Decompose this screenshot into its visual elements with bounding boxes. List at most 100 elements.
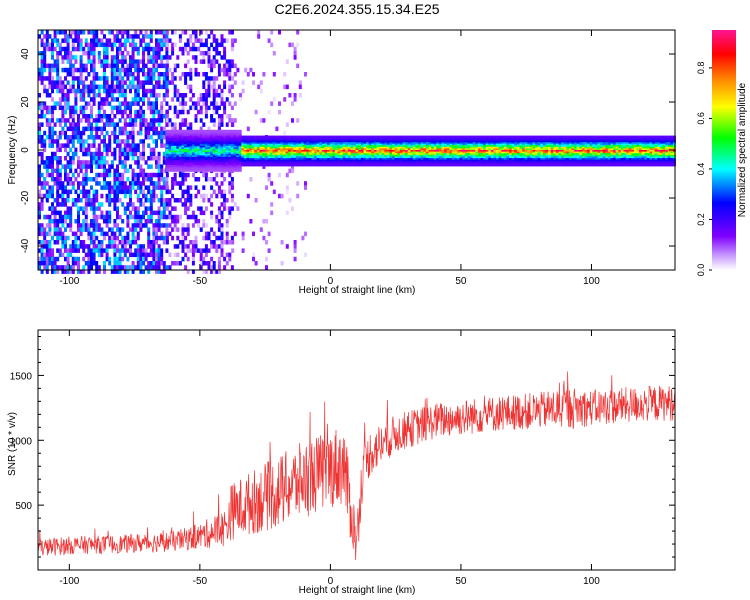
heatmap-cell — [165, 240, 169, 245]
heatmap-cell — [285, 185, 289, 190]
heatmap-band-cell — [207, 136, 211, 139]
heatmap-band-cell — [194, 152, 198, 155]
heatmap-band-cell — [173, 149, 177, 151]
heatmap-cell — [186, 227, 190, 232]
heatmap-band-cell — [418, 143, 422, 146]
heatmap-band-cell — [217, 152, 221, 155]
heatmap-cell — [139, 126, 143, 132]
heatmap-band-cell — [306, 135, 310, 138]
heatmap-band-cell — [171, 165, 175, 167]
heatmap-cell — [139, 269, 143, 274]
heatmap-cell — [134, 67, 138, 73]
heatmap-band-cell — [171, 131, 175, 134]
heatmap-band-cell — [238, 141, 242, 143]
heatmap-cell — [105, 248, 109, 253]
heatmap-cell — [144, 223, 148, 228]
heatmap-band-cell — [264, 162, 268, 165]
heatmap-band-cell — [355, 140, 359, 143]
heatmap-band-cell — [319, 161, 323, 164]
heatmap-band-cell — [454, 151, 458, 154]
heatmap-cell — [210, 67, 214, 73]
heatmap-cell — [66, 256, 70, 262]
heatmap-band-cell — [373, 135, 377, 138]
heatmap-cell — [108, 139, 112, 144]
heatmap-band-cell — [181, 169, 185, 172]
heatmap-band-cell — [384, 162, 388, 165]
heatmap-cell — [162, 198, 166, 203]
heatmap-cell — [126, 63, 130, 69]
heatmap-cell — [139, 181, 143, 186]
heatmap-cell — [199, 210, 203, 216]
heatmap-band-cell — [350, 145, 354, 148]
heatmap-cell — [220, 244, 224, 249]
heatmap-cell — [194, 214, 198, 220]
heatmap-band-cell — [428, 137, 432, 140]
heatmap-cell — [171, 181, 175, 186]
heatmap-band-cell — [319, 162, 323, 165]
heatmap-cell — [126, 156, 130, 161]
heatmap-band-cell — [215, 133, 219, 135]
heatmap-band-cell — [334, 151, 338, 154]
heatmap-cell — [53, 256, 57, 262]
heatmap-cell — [157, 160, 161, 165]
heatmap-cell — [202, 59, 206, 64]
heatmap-cell — [267, 38, 271, 43]
heatmap-band-cell — [228, 153, 232, 156]
heatmap-cell — [92, 261, 96, 266]
heatmap-band-cell — [254, 137, 258, 140]
heatmap-band-cell — [436, 154, 440, 157]
heatmap-band-cell — [220, 155, 224, 158]
heatmap-band-cell — [407, 158, 411, 160]
heatmap-cell — [176, 109, 180, 115]
heatmap-cell — [77, 227, 80, 232]
heatmap-band-cell — [436, 135, 440, 138]
heatmap-band-cell — [345, 140, 349, 143]
heatmap-band-cell — [275, 150, 279, 152]
heatmap-band-cell — [397, 137, 401, 140]
heatmap-band-cell — [269, 161, 273, 164]
heatmap-band-cell — [259, 150, 263, 152]
heatmap-band-cell — [342, 156, 346, 159]
heatmap-cell — [178, 172, 182, 178]
heatmap-cell — [71, 118, 75, 123]
heatmap-cell — [123, 109, 127, 115]
heatmap-band-cell — [228, 152, 232, 155]
heatmap-cell — [121, 114, 125, 119]
heatmap-cell — [103, 185, 106, 190]
heatmap-cell — [113, 130, 117, 136]
heatmap-band-cell — [441, 154, 445, 157]
heatmap-band-cell — [451, 145, 455, 148]
heatmap-cell — [173, 126, 177, 132]
heatmap-band-cell — [215, 134, 219, 137]
heatmap-band-cell — [184, 134, 188, 137]
heatmap-cell — [204, 101, 208, 106]
heatmap-band-cell — [251, 138, 255, 141]
heatmap-band-cell — [207, 145, 211, 148]
heatmap-cell — [131, 126, 135, 132]
heatmap-cell — [199, 206, 203, 211]
heatmap-cell — [142, 80, 145, 85]
heatmap-band-cell — [449, 153, 453, 156]
heatmap-cell — [56, 38, 60, 43]
heatmap-band-cell — [204, 141, 208, 143]
heatmap-band-cell — [241, 162, 245, 165]
heatmap-cell — [291, 101, 294, 106]
heatmap-band-cell — [389, 135, 393, 138]
heatmap-band-cell — [420, 161, 424, 164]
heatmap-cell — [118, 109, 122, 115]
heatmap-cell — [97, 269, 101, 274]
heatmap-cell — [53, 59, 57, 64]
heatmap-cell — [71, 76, 75, 81]
heatmap-cell — [100, 156, 104, 161]
heatmap-band-cell — [449, 137, 453, 140]
heatmap-band-cell — [329, 158, 333, 160]
heatmap-cell — [108, 244, 112, 249]
heatmap-cell — [155, 172, 158, 178]
heatmap-cell — [64, 156, 67, 161]
heatmap-band-cell — [223, 153, 227, 156]
heatmap-cell — [113, 151, 117, 157]
heatmap-band-cell — [269, 158, 273, 160]
heatmap-band-cell — [243, 154, 247, 157]
heatmap-band-cell — [238, 152, 242, 155]
heatmap-band-cell — [262, 153, 266, 156]
